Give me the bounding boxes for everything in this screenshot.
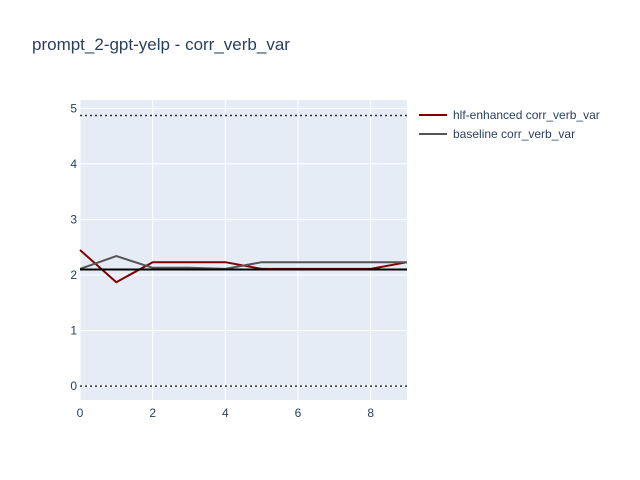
legend-label: hlf-enhanced corr_verb_var	[453, 108, 600, 122]
plot-background	[80, 100, 407, 400]
x-tick-label: 4	[222, 406, 229, 420]
y-tick-label: 2	[70, 268, 77, 282]
chart-title: prompt_2-gpt-yelp - corr_verb_var	[32, 35, 290, 54]
grid	[79, 100, 407, 400]
x-tick-label: 0	[77, 406, 84, 420]
tick-labels: 0 2 4 6 8 0 1 2 3 4 5	[70, 101, 374, 420]
x-tick-label: 2	[149, 406, 156, 420]
y-tick-label: 5	[70, 101, 77, 115]
x-tick-label: 6	[295, 406, 302, 420]
legend-item-1[interactable]: baseline corr_verb_var	[419, 127, 575, 141]
plot-area	[80, 100, 407, 400]
y-tick-label: 3	[70, 212, 77, 226]
legend[interactable]: hlf-enhanced corr_verb_var baseline corr_…	[419, 108, 600, 141]
y-tick-label: 0	[70, 379, 77, 393]
y-tick-label: 1	[70, 324, 77, 338]
series-line-1	[79, 255, 407, 270]
legend-label: baseline corr_verb_var	[453, 127, 575, 141]
legend-item-0[interactable]: hlf-enhanced corr_verb_var	[419, 108, 600, 122]
y-tick-label: 4	[70, 157, 77, 171]
x-tick-label: 8	[367, 406, 374, 420]
reference-lines	[80, 114, 407, 387]
